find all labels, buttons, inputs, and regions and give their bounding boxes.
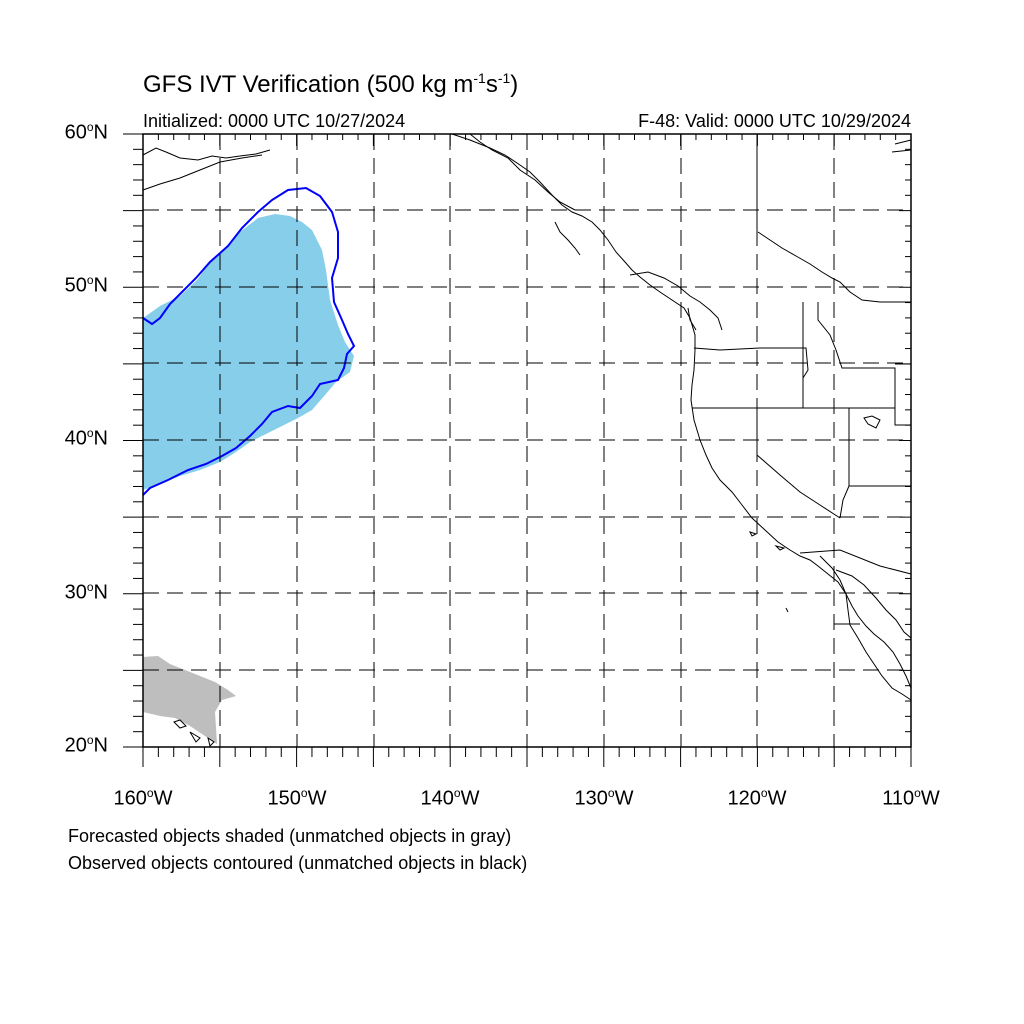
forecast-object-matched: [143, 214, 354, 490]
lat-label-60n: 60oN: [64, 120, 108, 144]
legend-forecast-note: Forecasted objects shaded (unmatched obj…: [68, 826, 512, 846]
coastline: [142, 133, 912, 747]
lon-label-110w: 110oW: [882, 786, 940, 810]
initialized-time: Initialized: 0000 UTC 10/27/2024: [143, 111, 406, 131]
legend-observed-note: Observed objects contoured (unmatched ob…: [68, 853, 528, 873]
axis-ticks: [123, 133, 912, 767]
lon-label-140w: 140oW: [420, 786, 480, 810]
lat-label-50n: 50oN: [64, 273, 108, 297]
observed-object-matched: [142, 186, 356, 496]
political-boundaries: [692, 134, 912, 625]
lat-label-40n: 40oN: [64, 426, 108, 450]
lat-label-30n: 30oN: [64, 580, 108, 604]
grid-lines: [143, 134, 911, 747]
lon-label-120w: 120oW: [727, 786, 787, 810]
lon-label-160w: 160oW: [113, 786, 173, 810]
lon-label-150w: 150oW: [267, 786, 327, 810]
lat-label-20n: 20oN: [64, 733, 108, 757]
lon-label-130w: 130oW: [574, 786, 634, 810]
valid-time: F-48: Valid: 0000 UTC 10/29/2024: [638, 111, 911, 131]
forecast-object-unmatched: [143, 656, 236, 744]
map-title: GFS IVT Verification (500 kg m-1s-1): [143, 70, 519, 98]
